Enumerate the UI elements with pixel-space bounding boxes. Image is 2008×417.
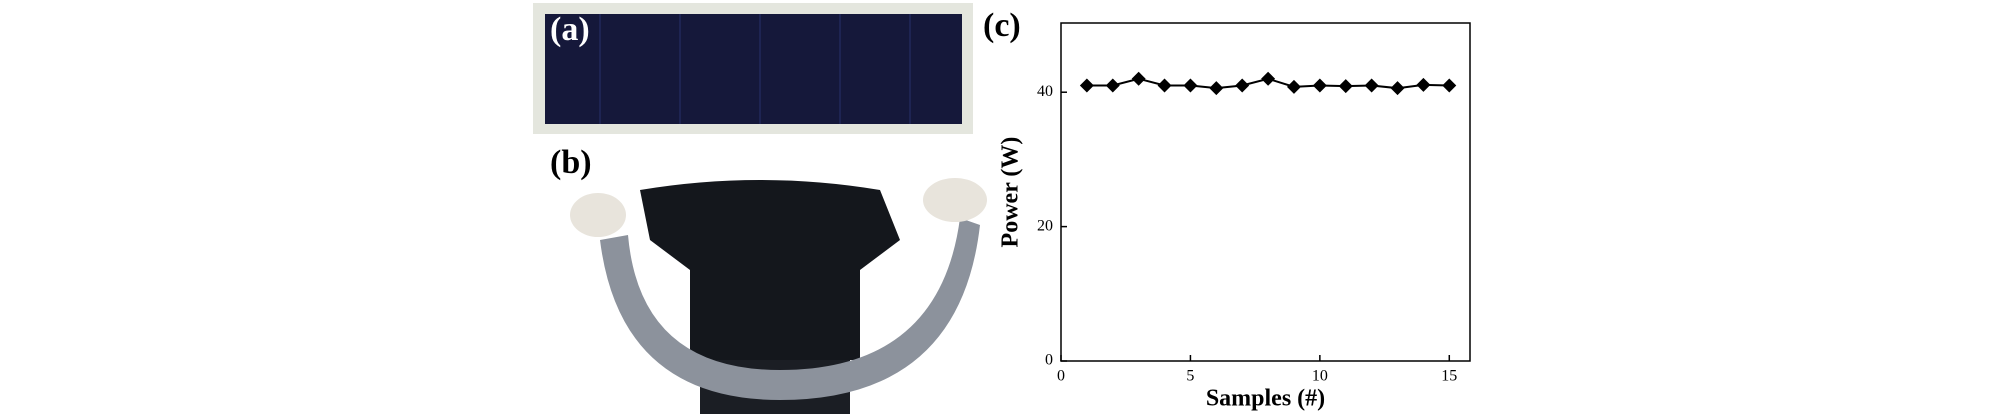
marker: [1235, 78, 1250, 93]
marker: [1390, 81, 1405, 96]
marker: [1442, 78, 1457, 93]
marker: [1209, 81, 1224, 96]
x-tick-label: 10: [1312, 368, 1328, 385]
marker: [1079, 78, 1094, 93]
plot-frame: [1060, 22, 1471, 362]
marker: [1312, 78, 1327, 93]
marker: [1131, 71, 1146, 86]
y-tick-label: 0: [1045, 352, 1053, 369]
panel-label: (b): [550, 144, 592, 181]
marker: [1364, 78, 1379, 93]
marker: [1183, 78, 1198, 93]
marker: [1157, 78, 1172, 93]
marker: [1286, 79, 1301, 94]
photo-b: [570, 176, 992, 414]
marker: [1105, 78, 1120, 93]
plot: 0 5 10 15 0 20 40 Samples (#) Power (W): [998, 22, 1471, 412]
panel-label: (c): [983, 7, 1021, 44]
x-tick-label: 0: [1057, 368, 1065, 385]
marker: [1416, 77, 1431, 92]
x-tick-label: 5: [1186, 368, 1194, 385]
y-tick-label: 40: [1037, 83, 1053, 100]
marker: [1261, 71, 1276, 86]
y-tick-label: 20: [1037, 217, 1053, 234]
photo-a: [533, 3, 973, 134]
x-tick-label: 15: [1441, 368, 1457, 385]
panel-label: (a): [550, 11, 590, 48]
y-axis-label: Power (W): [998, 137, 1024, 248]
marker: [1338, 79, 1353, 94]
x-axis-label: Samples (#): [1206, 386, 1325, 412]
